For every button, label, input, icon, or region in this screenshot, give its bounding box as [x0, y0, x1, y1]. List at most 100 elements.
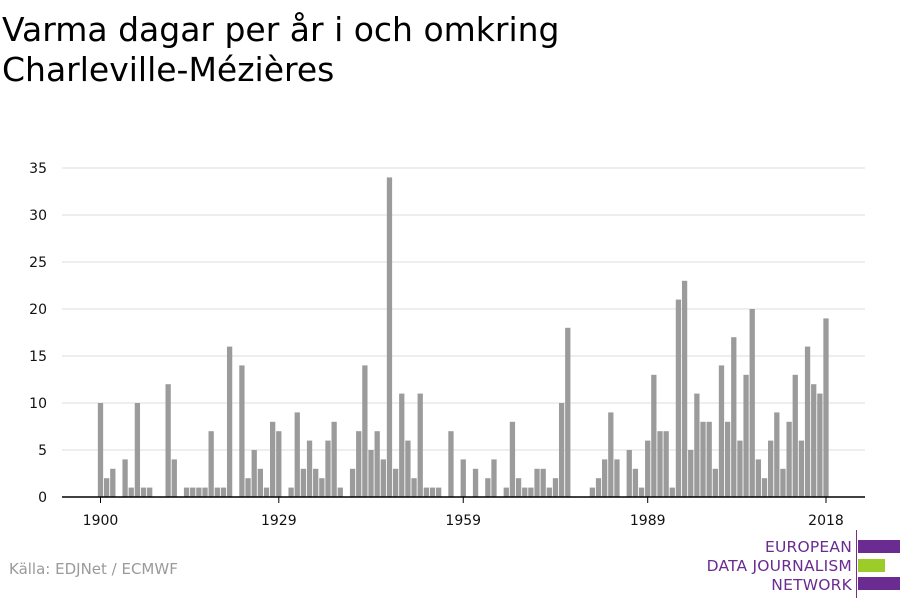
bar	[768, 440, 774, 497]
x-tick-label: 1989	[630, 513, 666, 529]
bar	[356, 431, 362, 497]
bar	[823, 318, 829, 497]
bar	[700, 421, 706, 497]
bar	[811, 384, 817, 497]
bar	[448, 431, 454, 497]
bar	[165, 384, 171, 497]
bar	[503, 487, 509, 497]
bar	[632, 468, 639, 497]
bar	[681, 280, 688, 497]
bar	[485, 478, 491, 497]
bar	[392, 468, 399, 497]
logo-bar-bottom	[858, 577, 900, 590]
bar	[761, 478, 768, 497]
bar	[208, 431, 214, 497]
bar	[325, 440, 331, 497]
x-axis-ticks: 1900 1929 1959 1989 2018	[83, 497, 844, 529]
y-tick-label: 30	[29, 208, 47, 224]
bar	[614, 459, 620, 497]
bar	[257, 468, 263, 497]
bar	[731, 337, 737, 497]
bar	[552, 478, 559, 497]
bar	[657, 431, 663, 497]
edjnet-logo: EUROPEAN DATA JOURNALISM NETWORK	[700, 530, 900, 600]
bar	[602, 459, 608, 497]
bar	[300, 468, 307, 497]
bar	[669, 487, 675, 497]
bar	[183, 487, 190, 497]
bar	[331, 421, 337, 497]
bar	[226, 346, 233, 497]
bar	[595, 478, 602, 497]
source-note: Källa: EDJNet / ECMWF	[9, 560, 178, 578]
bar	[349, 468, 356, 497]
bars	[97, 177, 829, 497]
bar	[491, 459, 497, 497]
bar	[712, 468, 718, 497]
bar	[411, 478, 417, 497]
bar	[140, 487, 147, 497]
bar	[472, 468, 479, 497]
bar	[515, 478, 522, 497]
bar	[540, 468, 546, 497]
bar	[251, 450, 257, 497]
bar	[374, 431, 380, 497]
logo-line-european: EUROPEAN	[764, 538, 852, 556]
bar	[190, 487, 196, 497]
bar	[294, 412, 300, 497]
bar	[626, 450, 632, 497]
bar	[798, 440, 805, 497]
bar	[774, 412, 780, 497]
bar	[110, 468, 116, 497]
bar	[718, 365, 725, 497]
bar	[817, 393, 823, 497]
bar	[608, 412, 614, 497]
bar	[423, 487, 430, 497]
bar	[337, 487, 343, 497]
bar	[245, 478, 251, 497]
bar	[306, 440, 313, 497]
bar	[755, 459, 762, 497]
bar	[706, 421, 712, 497]
x-tick-label: 1900	[83, 513, 119, 529]
y-tick-label: 15	[29, 349, 47, 365]
bar	[134, 403, 141, 497]
bar	[239, 365, 245, 497]
bar	[528, 487, 534, 497]
bar	[651, 374, 657, 497]
bar	[405, 440, 411, 497]
bar	[589, 487, 596, 497]
bar	[565, 327, 571, 497]
y-tick-label: 5	[38, 443, 47, 459]
x-tick-label: 1929	[261, 513, 297, 529]
bar	[436, 487, 442, 497]
bar	[724, 421, 731, 497]
bar	[147, 487, 153, 497]
bar	[263, 487, 270, 497]
bar	[522, 487, 528, 497]
logo-line-network: NETWORK	[771, 576, 852, 594]
bar	[362, 365, 368, 497]
bar	[368, 450, 374, 497]
y-tick-label: 35	[29, 161, 47, 177]
bar	[399, 393, 405, 497]
bar	[780, 468, 786, 497]
bar	[417, 393, 423, 497]
bar	[804, 346, 811, 497]
chart-title: Varma dagar per år i och omkring Charlev…	[2, 10, 560, 89]
bar	[104, 478, 110, 497]
bar	[97, 403, 104, 497]
bar	[288, 487, 294, 497]
bar	[313, 468, 319, 497]
bar	[214, 487, 220, 497]
bar	[128, 487, 134, 497]
bar	[429, 487, 436, 497]
bar	[534, 468, 540, 497]
x-tick-label: 2018	[808, 513, 844, 529]
logo-divider	[856, 530, 857, 598]
bar	[694, 393, 700, 497]
bar	[743, 374, 749, 497]
logo-bar-middle	[858, 559, 885, 572]
chart: 0 5 10 15 20 25 30 35 1900 1929 1959 1989 2018	[29, 161, 865, 529]
bar	[276, 431, 282, 497]
